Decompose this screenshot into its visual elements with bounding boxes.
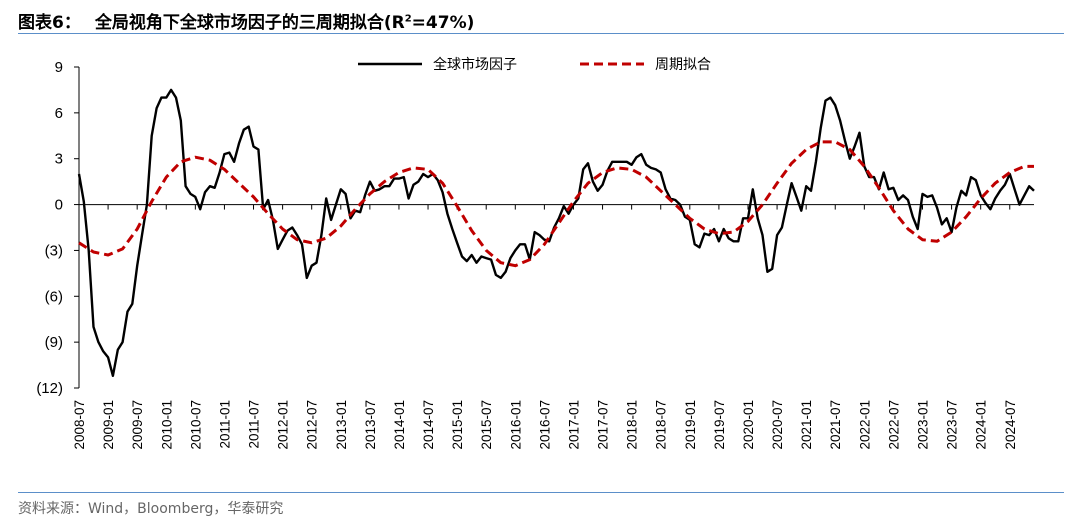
x-tick-label: 2017-07 [596,400,611,450]
series-line-cycle-fit [78,140,1034,268]
x-tick-label: 2018-01 [625,400,640,450]
x-tick-label: 2009-07 [130,400,145,450]
x-tick-label: 2020-01 [741,400,756,450]
x-tick-label: 2010-07 [188,400,203,450]
plot-area [77,88,1035,377]
x-tick-label: 2024-07 [1003,400,1018,450]
x-tick-label: 2019-01 [683,400,698,450]
y-tick-label: 0 [55,197,63,214]
y-tick-label: 9 [55,59,63,76]
x-tick-label: 2013-01 [334,400,349,450]
x-tick-label: 2022-01 [857,400,872,450]
x-tick-label: 2016-07 [537,400,552,450]
y-tick-label: (6) [45,288,63,305]
x-tick-label: 2014-01 [392,400,407,450]
x-tick-label: 2018-07 [654,400,669,450]
legend: 全球市场因子 周期拟合 [358,56,711,73]
x-tick-label: 2015-07 [479,400,494,450]
legend-label-factor: 全球市场因子 [433,56,517,73]
x-tick-label: 2023-07 [945,400,960,450]
x-tick-label: 2020-07 [770,400,785,450]
series-line-global-market-factor [77,88,1035,377]
x-tick-label: 2011-07 [247,400,262,449]
x-tick-label: 2017-01 [566,400,581,450]
x-tick-label: 2024-01 [974,400,989,450]
source-note: 资料来源：Wind，Bloomberg，华泰研究 [18,501,284,517]
x-tick-label: 2019-07 [712,400,727,450]
x-tick-label: 2011-01 [217,400,232,449]
x-tick-label: 2013-07 [363,400,378,450]
title-superscript: 2 [404,13,412,25]
x-tick-label: 2015-01 [450,400,465,450]
x-tick-label: 2012-01 [276,400,291,450]
chart-title: 图表6： 全局视角下全球市场因子的三周期拟合(R2=47%) [18,8,474,33]
title-tail: =47%) [411,13,475,33]
x-axis: 2008-07 2009-01 2009-07 2010-01 2010-07 2011-… [72,204,1034,450]
y-tick-label: (12) [36,380,63,397]
y-tick-label: 3 [55,151,63,168]
x-tick-label: 2014-07 [421,400,436,450]
x-tick-label: 2023-01 [916,400,931,450]
x-tick-label: 2021-07 [828,400,843,450]
x-tick-label: 2012-07 [305,400,320,450]
y-tick-label: 6 [55,105,63,122]
y-axis: 9 6 3 0 (3) (6) (9) (12) [36,59,80,397]
chart-header: 图表6： 全局视角下全球市场因子的三周期拟合(R2=47%) [18,6,1064,33]
x-tick-label: 2022-07 [886,400,901,450]
x-tick-label: 2008-07 [72,400,87,450]
x-tick-label: 2010-01 [159,400,174,450]
x-tick-label: 2009-01 [101,400,116,450]
title-main: 全局视角下全球市场因子的三周期拟合(R [94,13,405,33]
x-tick-label: 2016-01 [508,400,523,450]
y-tick-label: (9) [45,334,63,351]
bottom-divider [18,492,1064,493]
top-divider [18,33,1064,34]
legend-label-fit: 周期拟合 [655,57,711,73]
y-tick-label: (3) [45,242,63,259]
x-tick-label: 2021-01 [799,400,814,450]
figure-label: 图表6： [18,13,81,33]
